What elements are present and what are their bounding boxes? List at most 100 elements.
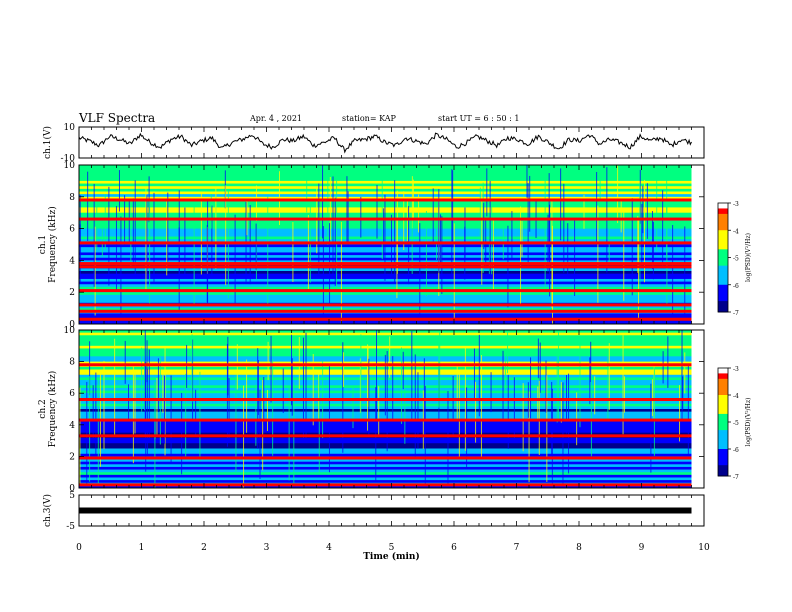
y-tick-label: 2 — [69, 452, 75, 462]
spectral-line — [79, 262, 692, 266]
x-tick-label: 3 — [264, 543, 270, 553]
colorbar-segment — [718, 290, 728, 294]
spectrogram-band — [79, 466, 692, 471]
colorbar-tick-label: -3 — [733, 366, 739, 373]
spectrogram-band — [79, 294, 692, 298]
y-tick-label: 2 — [69, 288, 75, 298]
y-tick-label: 4 — [69, 256, 75, 266]
colorbar-segment — [718, 219, 728, 223]
spectrogram-band — [79, 286, 692, 291]
colorbar-tick-label: -3 — [733, 201, 739, 208]
station-label: station= KAP — [342, 114, 396, 123]
y-axis-label: ch.2 — [38, 399, 48, 418]
spectrogram-band — [79, 170, 692, 174]
colorbar-segment — [718, 222, 728, 226]
colorbar-segment — [718, 459, 728, 463]
spectral-line — [79, 265, 692, 269]
colorbar-segment — [718, 435, 728, 439]
spectrogram-band — [79, 348, 692, 352]
colorbar-segment — [718, 273, 728, 278]
y-tick-label: -10 — [61, 154, 76, 164]
x-tick-label: 10 — [698, 543, 710, 553]
spectrogram-band — [79, 432, 692, 436]
colorbar-segment — [718, 424, 728, 428]
spectral-line — [79, 434, 692, 438]
colorbar-segment — [718, 205, 728, 209]
spectrogram-band — [79, 292, 692, 296]
spectrogram-band — [79, 340, 692, 344]
colorbar-segment — [718, 443, 728, 447]
colorbar-segment — [718, 249, 728, 253]
ch1-spectrogram-panel: 10 8 6 4 2 0 ch.1 Frequency (kHz) — [38, 161, 705, 330]
spectrogram-band — [79, 443, 692, 447]
spectrogram-band — [79, 440, 692, 444]
colorbar-segment — [718, 449, 728, 453]
spectrogram-band — [79, 451, 692, 455]
colorbar-label: log(PSD)(V²/Hz) — [745, 233, 752, 282]
no-data-region — [691, 330, 704, 488]
spectrogram-band — [79, 422, 692, 426]
spectrogram-band — [79, 178, 692, 182]
y-tick-label: 6 — [69, 225, 75, 235]
y-tick-label: 6 — [69, 389, 75, 399]
colorbar-segment — [718, 405, 728, 409]
y-tick-label: -5 — [66, 522, 75, 532]
colorbar-segment — [718, 446, 728, 450]
y-tick-label: 5 — [69, 491, 75, 501]
colorbar-segment — [718, 376, 728, 380]
colorbar-segment — [718, 241, 728, 245]
colorbar-tick-label: -5 — [733, 420, 739, 427]
spectrogram-band — [79, 281, 692, 285]
spectrogram-band — [79, 416, 692, 421]
colorbar-tick-label: -7 — [733, 474, 739, 481]
colorbar-tick-label: -4 — [733, 393, 739, 400]
y-axis-label: ch.3(V) — [42, 494, 53, 527]
colorbar-segment — [718, 232, 728, 237]
spectrogram-band — [79, 472, 692, 476]
spectrogram-band — [79, 474, 692, 478]
spectrogram-band — [79, 414, 692, 418]
spectral-line — [79, 309, 692, 313]
colorbar-segment — [718, 419, 728, 423]
spectrogram-band — [79, 345, 692, 349]
spectrogram-band — [79, 330, 692, 334]
spectrogram-band — [79, 300, 692, 304]
x-tick-label: 8 — [576, 543, 582, 553]
spectral-line — [79, 456, 692, 460]
y-tick-label: 10 — [64, 161, 76, 171]
spectrogram-band — [79, 180, 692, 185]
colorbar-segment — [718, 386, 728, 391]
spectrogram-band — [79, 167, 692, 171]
colorbar-segment — [718, 306, 728, 310]
spectrogram-band — [79, 485, 692, 489]
spectral-line — [79, 483, 692, 487]
colorbar-segment — [718, 262, 728, 267]
spectrogram-band — [79, 445, 692, 449]
colorbar-segment — [718, 301, 728, 305]
colorbar-segment — [718, 373, 728, 377]
colorbar-segment — [718, 216, 728, 220]
y-axis-label: ch.1(V) — [42, 126, 53, 159]
colorbar-segment — [718, 454, 728, 458]
spectrogram-band — [79, 351, 692, 355]
spectrogram-band — [79, 453, 692, 457]
colorbar-segment — [718, 400, 728, 404]
colorbar-segment — [718, 368, 728, 372]
spectrogram-band — [79, 165, 692, 169]
colorbar-segment — [718, 271, 728, 275]
y-axis-label: Frequency (kHz) — [47, 206, 58, 283]
ch2-spectrogram-panel: 10 8 6 4 2 0 ch.2 Frequency (kHz) — [38, 326, 705, 494]
time-axis: 0 1 2 3 4 5 6 7 8 9 10 Time (min) — [76, 543, 710, 562]
x-tick-label: 7 — [514, 543, 520, 553]
spectrogram-band — [79, 305, 692, 309]
colorbar-segment — [718, 413, 728, 418]
spectral-line — [79, 217, 692, 221]
colorbar-segment — [718, 243, 728, 248]
x-tick-label: 1 — [139, 543, 145, 553]
colorbar-segment — [718, 265, 728, 269]
spectrogram-band — [79, 343, 692, 347]
colorbar-segment — [718, 230, 728, 234]
colorbar-label: log(PSD)(V²/Hz) — [745, 398, 752, 447]
y-tick-label: 8 — [69, 193, 75, 203]
